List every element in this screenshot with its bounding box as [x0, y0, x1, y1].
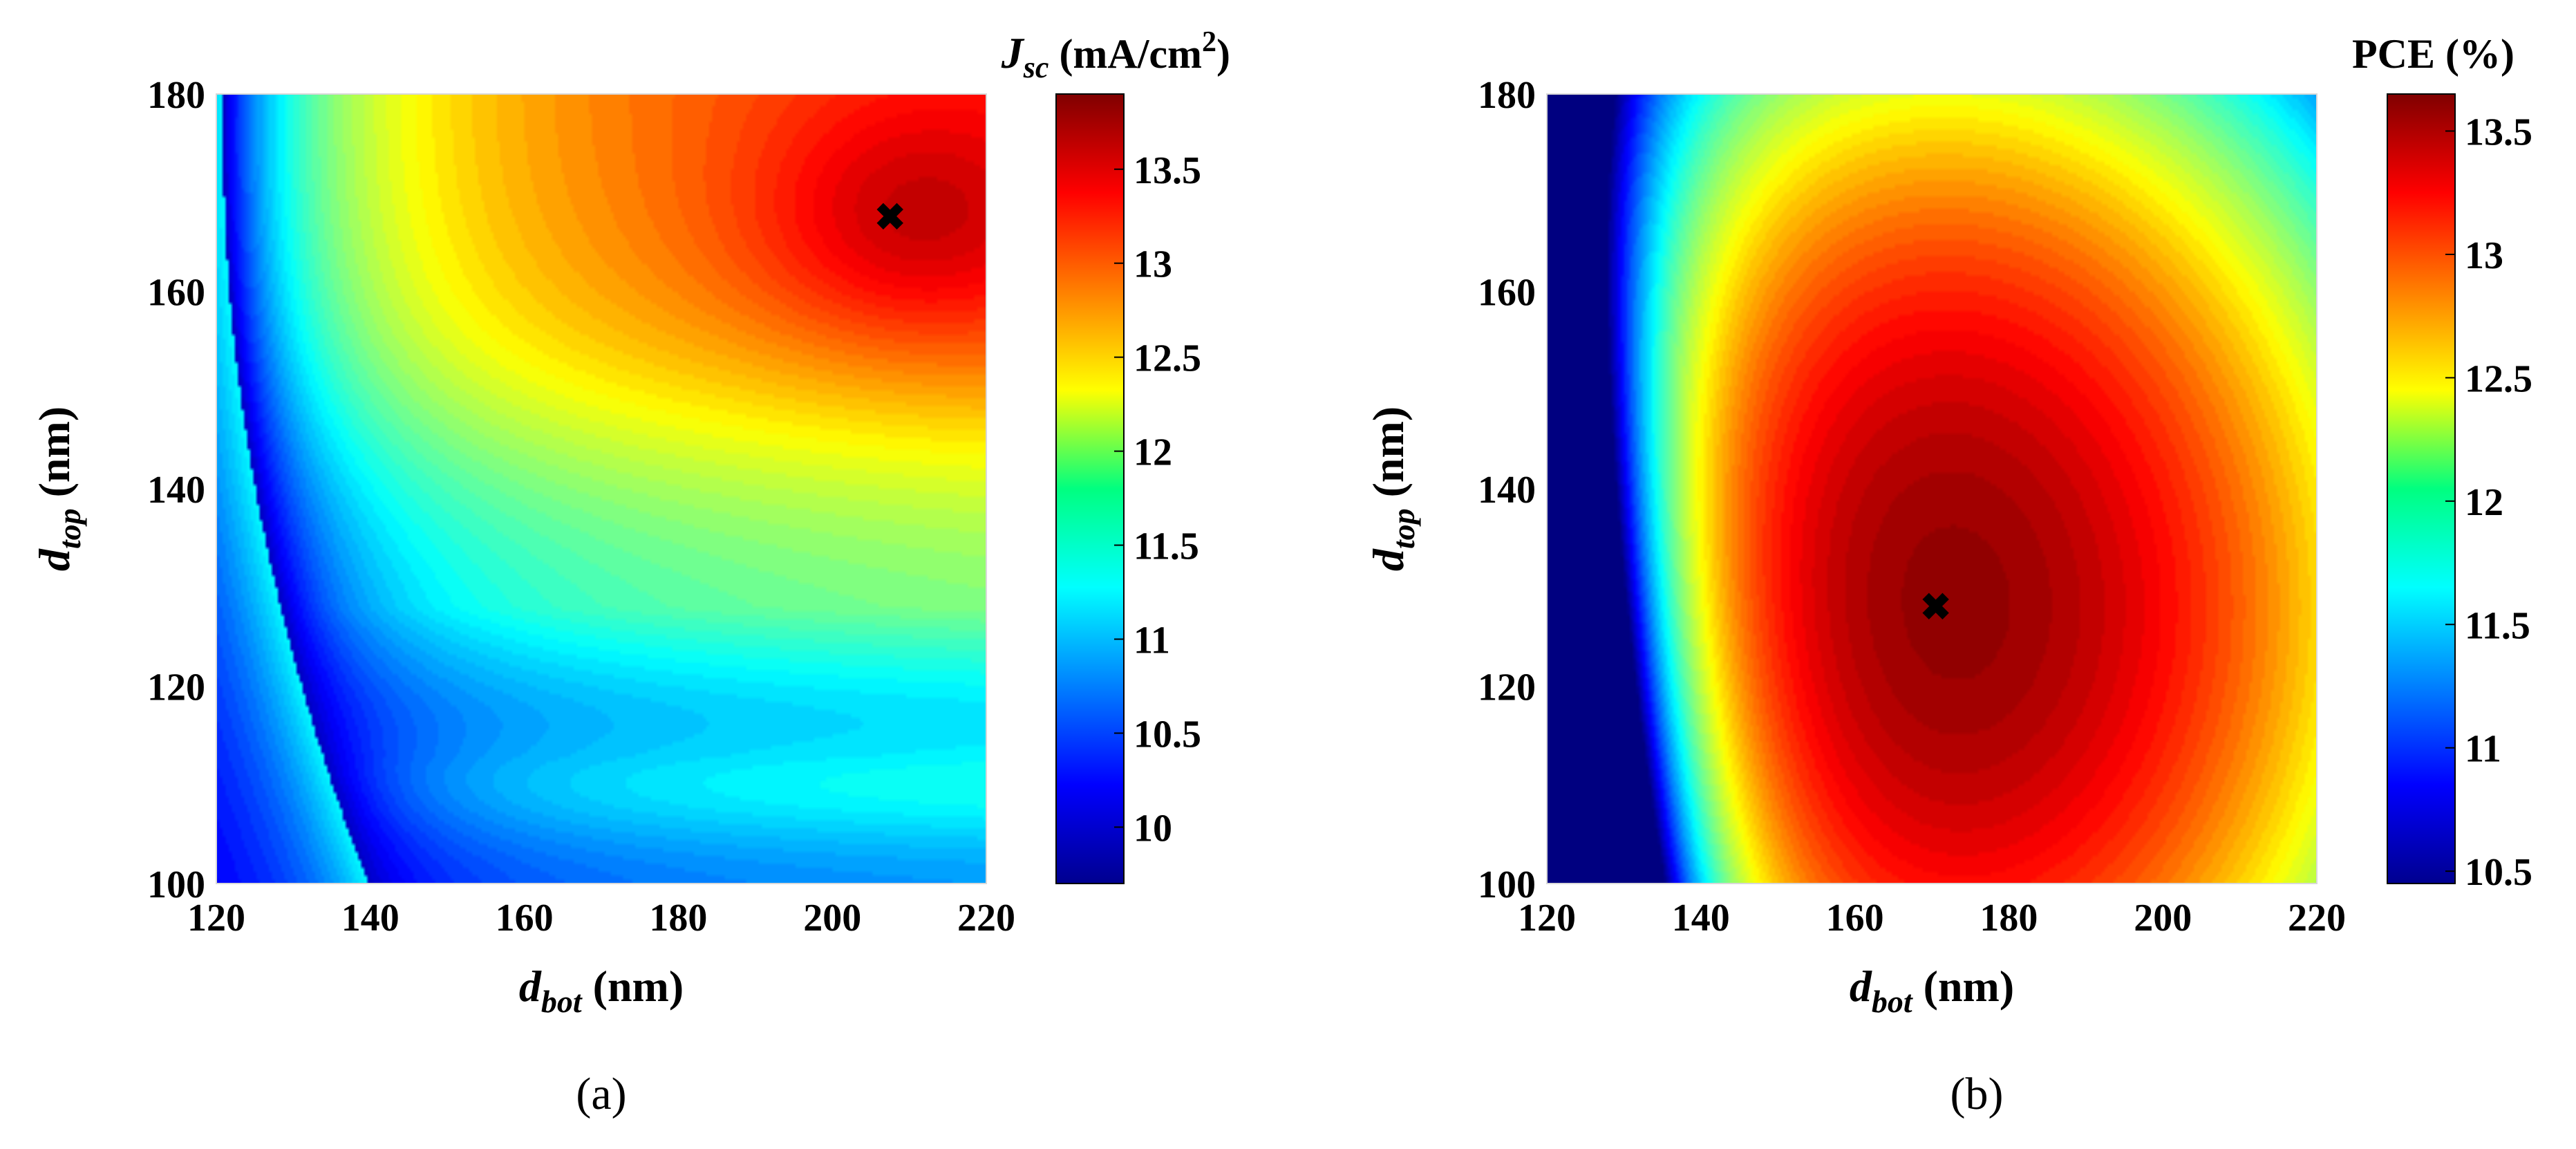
x-axis-label-a: dbot (nm): [519, 962, 684, 1019]
optimum-marker-b: ✖: [1920, 586, 1951, 628]
colorbar-tick-label: 10.5: [1134, 713, 1201, 756]
y-tick-label: 140: [147, 469, 205, 512]
x-tick-label: 120: [187, 897, 245, 940]
colorbar-tick-label: 11.5: [2465, 604, 2530, 647]
y-tick-label: 120: [1478, 666, 1536, 709]
colorbar-tick-label: 13: [1134, 243, 1172, 286]
x-ticks-b: 120 140 160 180 200 220: [1518, 897, 2346, 940]
colorbar-ticks-a: 10 10.5 11 11.5 12 12.5 13 13.5: [1114, 149, 1201, 850]
y-tick-label: 140: [1478, 469, 1536, 512]
colorbar-tick-label: 11: [2465, 728, 2501, 771]
x-tick-label: 120: [1518, 897, 1576, 940]
y-tick-label: 160: [147, 272, 205, 315]
y-tick-label: 160: [1478, 272, 1536, 315]
x-tick-label: 180: [649, 897, 707, 940]
heatmap-image-a: [216, 94, 986, 884]
colorbar-a: [1055, 93, 1125, 884]
y-tick-label: 120: [147, 666, 205, 709]
y-tick-label: 180: [147, 74, 205, 117]
colorbar-ticks-b: 10.5 11 11.5 12 12.5 13 13.5: [2445, 111, 2532, 894]
y-tick-label: 180: [1478, 74, 1536, 117]
colorbar-tick-label: 12.5: [1134, 337, 1201, 380]
y-axis-label-a: dtop (nm): [30, 407, 87, 571]
x-tick-label: 180: [1980, 897, 2038, 940]
y-axis-label-b: dtop (nm): [1364, 407, 1421, 571]
colorbar-b: [2387, 93, 2456, 884]
optimum-marker-a: ✖: [874, 196, 905, 238]
heatmap-image-b: [1547, 94, 2317, 884]
panel-caption-b: (b): [1950, 1069, 2004, 1119]
x-tick-label: 140: [1672, 897, 1730, 940]
colorbar-title-b: PCE (%): [2352, 31, 2514, 77]
colorbar-tick-label: 11.5: [1134, 525, 1199, 568]
plot-area-b: [1546, 93, 2318, 884]
colorbar-tick-label: 12.5: [2465, 357, 2532, 400]
colorbar-tick-label: 12: [1134, 431, 1172, 474]
x-ticks-a: 120 140 160 180 200 220: [187, 897, 1015, 940]
x-tick-label: 200: [803, 897, 861, 940]
y-tick-label: 100: [147, 863, 205, 906]
x-tick-label: 200: [2134, 897, 2192, 940]
x-tick-label: 160: [1826, 897, 1884, 940]
x-tick-label: 140: [341, 897, 399, 940]
x-tick-label: 160: [496, 897, 554, 940]
x-tick-label: 220: [2288, 897, 2346, 940]
x-axis-label-b: dbot (nm): [1850, 962, 2014, 1019]
y-ticks-b: 100 120 140 160 180: [1478, 74, 1536, 906]
colorbar-title-a: Jsc (mA/cm2): [1001, 26, 1230, 84]
colorbar-tick-label: 13.5: [1134, 149, 1201, 192]
colorbar-tick-label: 10.5: [2465, 851, 2532, 894]
colorbar-tick-label: 12: [2465, 481, 2503, 524]
x-tick-label: 220: [957, 897, 1015, 940]
colorbar-tick-label: 13: [2465, 234, 2503, 277]
y-ticks-a: 100 120 140 160 180: [147, 74, 205, 906]
panel-caption-a: (a): [576, 1069, 626, 1119]
plot-area-a: [216, 93, 987, 884]
colorbar-tick-label: 11: [1134, 619, 1170, 662]
colorbar-tick-label: 10: [1134, 807, 1172, 850]
colorbar-tick-label: 13.5: [2465, 111, 2532, 154]
y-tick-label: 100: [1478, 863, 1536, 906]
